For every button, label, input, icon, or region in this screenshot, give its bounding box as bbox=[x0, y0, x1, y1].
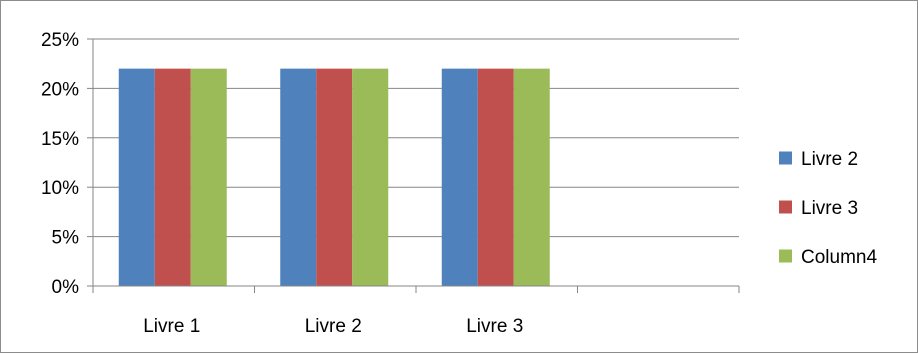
x-category-label: Livre 1 bbox=[143, 316, 200, 337]
y-tick-label: 25% bbox=[41, 30, 79, 51]
bar-livre-2-livre-3 bbox=[441, 68, 478, 286]
x-category-labels: Livre 1 Livre 2 Livre 3 bbox=[143, 316, 523, 337]
y-tick-labels: 0% 5% 10% 15% 20% 25% bbox=[41, 30, 79, 298]
legend-label: Livre 3 bbox=[801, 198, 858, 219]
y-tick-label: 0% bbox=[52, 277, 80, 298]
bar-livre-2-livre-1 bbox=[118, 68, 155, 286]
bar-column4-livre-1 bbox=[190, 68, 227, 286]
legend: Livre 2 Livre 3 Column4 bbox=[779, 149, 877, 268]
x-category-label: Livre 3 bbox=[466, 316, 523, 337]
legend-label: Column4 bbox=[801, 247, 877, 268]
legend-swatch bbox=[779, 200, 792, 214]
legend-swatch bbox=[779, 151, 792, 165]
y-tick-label: 10% bbox=[41, 178, 79, 199]
y-tick-label: 20% bbox=[41, 79, 79, 100]
legend-swatch bbox=[779, 249, 792, 263]
bar-livre-3-livre-1 bbox=[154, 68, 191, 286]
legend-label: Livre 2 bbox=[801, 149, 858, 170]
bar-livre-2-livre-2 bbox=[280, 68, 317, 286]
bar-livre-3-livre-2 bbox=[316, 68, 353, 286]
bar-livre-3-livre-3 bbox=[477, 68, 514, 286]
bar-column4-livre-3 bbox=[513, 68, 550, 286]
bars bbox=[118, 68, 550, 286]
axes bbox=[87, 38, 740, 293]
y-tick-label: 15% bbox=[41, 129, 79, 150]
x-category-label: Livre 2 bbox=[305, 316, 362, 337]
bar-column4-livre-2 bbox=[352, 68, 389, 286]
y-tick-label: 5% bbox=[52, 228, 80, 249]
